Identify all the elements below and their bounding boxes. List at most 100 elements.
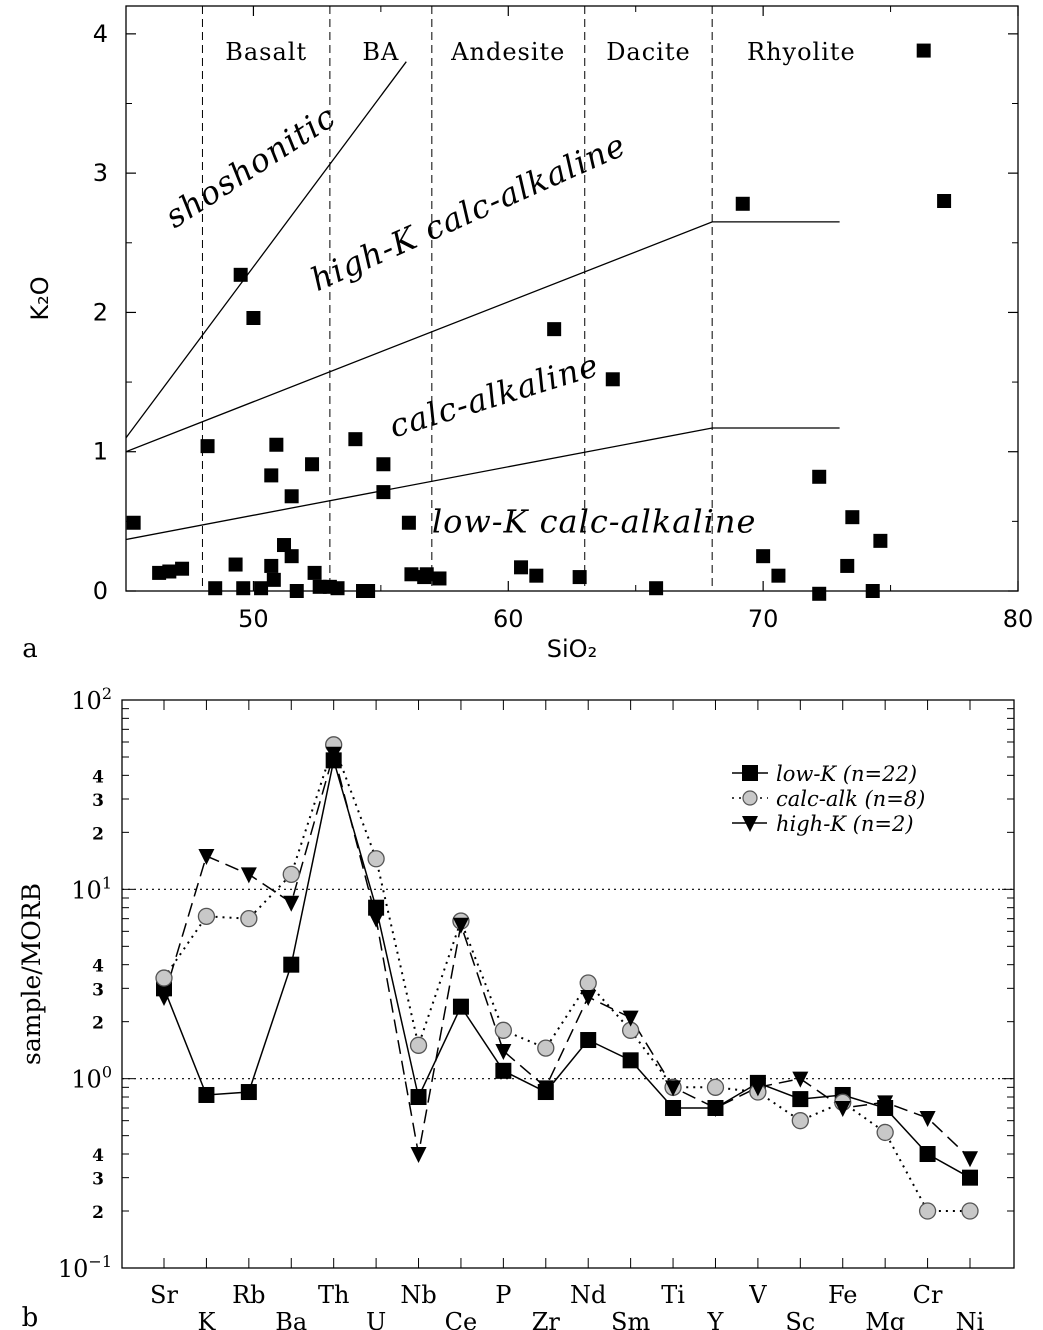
data-point xyxy=(937,194,952,208)
category-label: U xyxy=(366,1308,386,1330)
y-tick-label: 3 xyxy=(93,159,108,187)
data-point xyxy=(233,267,248,282)
y-tick-label: 100 xyxy=(71,1063,112,1094)
category-label: Zr xyxy=(532,1308,561,1330)
y-tick-label: 101 xyxy=(71,873,112,904)
data-point xyxy=(419,567,434,582)
data-point xyxy=(547,322,562,337)
data-point-circle xyxy=(537,1039,555,1057)
data-point xyxy=(208,581,223,596)
data-point-triangle xyxy=(283,895,300,912)
data-point-circle xyxy=(706,1078,725,1096)
data-point xyxy=(376,457,391,472)
field-label: Dacite xyxy=(606,38,691,66)
data-point-square xyxy=(283,956,300,973)
data-point-triangle xyxy=(537,1080,554,1097)
data-point xyxy=(254,581,269,596)
data-point xyxy=(840,558,855,573)
category-label: P xyxy=(495,1281,511,1309)
x-tick-label: 70 xyxy=(748,605,779,633)
category-label: V xyxy=(748,1281,767,1309)
data-point xyxy=(649,581,664,596)
data-point xyxy=(735,196,750,211)
data-point xyxy=(771,568,786,583)
data-point-circle xyxy=(409,1036,428,1054)
y-tick-base: 10 xyxy=(71,876,102,904)
category-label: Mg xyxy=(865,1308,905,1330)
legend-marker-triangle xyxy=(742,816,758,832)
y-tick-label: 102 xyxy=(71,684,112,715)
data-point-triangle xyxy=(792,1071,809,1088)
field-label: Basalt xyxy=(225,38,307,66)
category-label: Ti xyxy=(661,1281,685,1309)
field-label: BA xyxy=(362,38,399,66)
category-label: Sc xyxy=(785,1308,815,1330)
panel-b: 10210110010−1432432432sample/MORBbSrKRbB… xyxy=(17,684,1015,1330)
data-point xyxy=(361,584,376,598)
data-point xyxy=(289,584,304,598)
data-point-circle xyxy=(282,865,300,883)
category-label: Nd xyxy=(570,1281,606,1309)
data-point xyxy=(175,561,190,576)
data-point xyxy=(432,571,447,586)
data-point xyxy=(330,581,345,596)
y-tick-exponent: 0 xyxy=(102,1063,112,1082)
data-point-triangle xyxy=(410,1147,427,1164)
data-point-triangle xyxy=(749,1080,766,1097)
data-point xyxy=(266,572,281,587)
category-label: Y xyxy=(707,1308,725,1330)
data-point-triangle xyxy=(198,848,215,865)
data-point-circle xyxy=(240,910,258,928)
category-label: Ni xyxy=(956,1308,985,1330)
data-point xyxy=(756,549,771,564)
data-point-triangle xyxy=(665,1080,682,1097)
data-point-triangle xyxy=(834,1100,851,1117)
data-point-square xyxy=(962,1169,978,1186)
data-point xyxy=(873,533,888,548)
y-tick-label: 0 xyxy=(93,577,108,605)
data-point xyxy=(284,549,299,564)
data-point-triangle xyxy=(368,911,385,928)
data-point xyxy=(269,437,284,452)
x-tick-label: 80 xyxy=(1003,605,1034,633)
legend-label: calc-alk (n=8) xyxy=(776,787,925,811)
y-tick-label: 1 xyxy=(93,438,108,466)
data-point xyxy=(284,489,299,504)
data-point-square xyxy=(622,1052,639,1069)
category-label: Ce xyxy=(445,1308,478,1330)
data-point xyxy=(572,570,587,585)
category-label: Sm xyxy=(611,1308,650,1330)
category-label: Rb xyxy=(232,1281,265,1309)
data-point-triangle xyxy=(877,1095,894,1112)
category-label: Cr xyxy=(913,1281,943,1309)
data-point xyxy=(401,515,416,530)
series-region-label: low-K calc-alkaline xyxy=(432,503,757,541)
data-point-circle xyxy=(155,969,173,987)
legend-marker-square xyxy=(742,765,758,781)
legend-label: low-K (n=22) xyxy=(776,762,917,786)
legend-marker-circle xyxy=(742,790,758,806)
data-point xyxy=(200,439,215,454)
data-point-square xyxy=(452,998,469,1015)
category-label: K xyxy=(197,1308,216,1330)
data-point-square xyxy=(665,1099,682,1116)
data-point-circle xyxy=(579,974,597,992)
field-label: Andesite xyxy=(450,38,565,66)
data-point-triangle xyxy=(622,1010,639,1027)
category-label: Ba xyxy=(275,1308,307,1330)
y-minor-tick-label: 4 xyxy=(92,957,104,977)
series-boundary-line xyxy=(125,221,840,453)
panel-label-a: a xyxy=(22,634,38,664)
data-point-square xyxy=(792,1091,809,1108)
data-point-circle xyxy=(961,1202,979,1220)
y-tick-label: 4 xyxy=(93,20,108,48)
data-point-triangle xyxy=(707,1100,724,1117)
data-point xyxy=(307,565,322,580)
data-point-circle xyxy=(876,1123,894,1142)
y-tick-exponent: 1 xyxy=(102,873,112,892)
y-tick-label: 10−1 xyxy=(58,1252,112,1283)
data-point xyxy=(605,372,620,387)
y-tick-base: 10 xyxy=(71,687,102,715)
data-point xyxy=(529,568,544,583)
